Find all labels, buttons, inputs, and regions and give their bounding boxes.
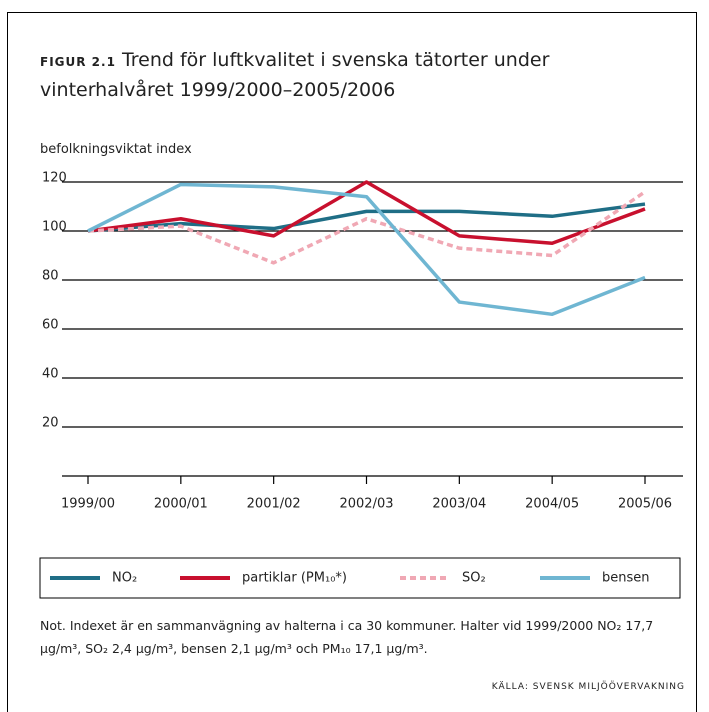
series-line	[87, 202, 646, 233]
series-line	[87, 182, 646, 317]
note: Not. Indexet är en sammanvägning av halt…	[40, 618, 654, 656]
chart-title: Trend för luftkvalitet i svenska tätorte…	[40, 49, 550, 101]
y-tick-label: 60	[42, 318, 59, 333]
x-tick-label: 2000/01	[154, 497, 208, 512]
legend-label: SO₂	[462, 571, 486, 586]
x-tick-label: 2004/05	[525, 497, 579, 512]
frame	[7, 12, 697, 712]
source: KÄLLA: SVENSK MILJÖÖVERVAKNING	[491, 682, 685, 692]
x-tick-label: 2001/02	[247, 497, 301, 512]
y-tick-label: 120	[42, 171, 67, 186]
y-tick-label: 20	[42, 416, 59, 431]
series-line	[87, 180, 646, 245]
legend-label: partiklar (PM₁₀*)	[242, 571, 347, 586]
y-tick-label: 100	[42, 220, 67, 235]
y-tick-label: 80	[42, 269, 59, 284]
figure-label: FIGUR 2.1	[40, 55, 116, 69]
series-line	[87, 190, 646, 265]
x-tick-label: 1999/00	[61, 497, 115, 512]
legend-label: bensen	[602, 571, 650, 586]
y-tick-label: 40	[42, 367, 59, 382]
x-tick-label: 2002/03	[339, 497, 393, 512]
legend-box	[39, 557, 681, 599]
title-block: FIGUR 2.1 Trend för luftkvalitet i svensk…	[40, 46, 660, 104]
legend-label: NO₂	[112, 571, 137, 586]
x-tick-label: 2003/04	[432, 497, 486, 512]
x-tick-label: 2005/06	[618, 497, 672, 512]
y-axis-label: befolkningsviktat index	[40, 142, 192, 157]
